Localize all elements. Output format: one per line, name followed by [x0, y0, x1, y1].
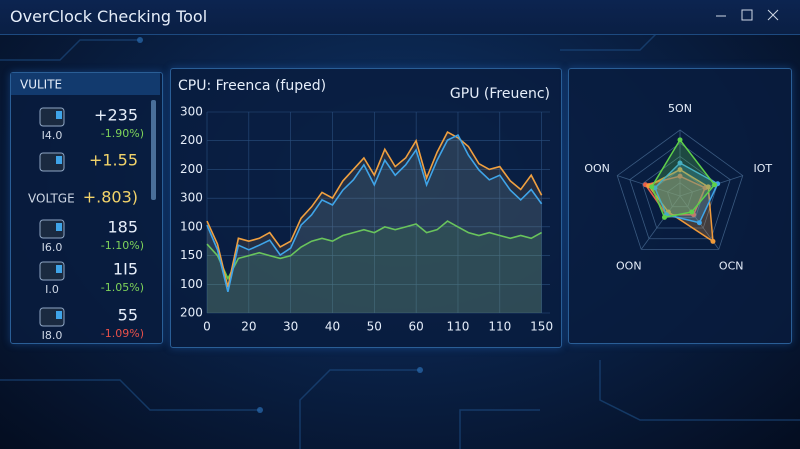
item-value: 55	[118, 306, 138, 325]
section-heading: VOLTGE	[28, 192, 75, 206]
series-line	[206, 131, 543, 288]
radar-spoke	[640, 195, 681, 250]
panel-header	[11, 73, 160, 95]
window-controls	[716, 9, 779, 21]
item-change: -1.05%)	[101, 281, 144, 294]
item-label: I8.0	[42, 329, 63, 342]
radar-point	[677, 137, 683, 143]
device-icon-screen	[56, 311, 62, 319]
radar-panel	[568, 68, 792, 344]
left-panel	[10, 72, 163, 344]
item-value: 1I5	[113, 260, 138, 279]
device-icon-screen	[56, 223, 62, 231]
device-icon-screen	[56, 156, 62, 164]
window-title: OverClock Checking Tool	[10, 7, 208, 26]
radar-ring	[616, 129, 744, 250]
radar-point	[677, 160, 683, 166]
item-change: -1.09%)	[101, 327, 144, 340]
series-line	[206, 133, 543, 292]
x-tick-label: 50	[367, 320, 382, 334]
maximize-button[interactable]	[741, 9, 753, 21]
radar-axis-label: OON	[616, 259, 642, 272]
x-tick-label: 110	[488, 320, 511, 334]
title-bar: OverClock Checking Tool	[0, 0, 800, 35]
radar-axis-label: IOT	[754, 162, 773, 175]
radar-ring	[629, 142, 731, 240]
item-value: 185	[107, 218, 138, 237]
item-label: I.0	[45, 283, 59, 296]
radar-point	[677, 173, 683, 179]
series-line	[206, 220, 542, 281]
radar-point	[696, 220, 702, 226]
x-tick-label: 20	[241, 320, 256, 334]
line-panel	[170, 68, 562, 348]
y-tick-label: 100	[180, 277, 203, 291]
device-icon-screen	[56, 111, 62, 119]
y-tick-label: 200	[180, 133, 203, 147]
y-tick-label: 100	[180, 219, 203, 233]
item-change: -1.90%)	[101, 127, 144, 140]
close-button[interactable]	[767, 9, 779, 21]
item-value: +.803)	[83, 188, 138, 207]
x-tick-label: 30	[283, 320, 298, 334]
radar-series	[650, 138, 716, 219]
radar-axis-label: 5ON	[668, 102, 692, 115]
radar-spoke	[679, 175, 743, 197]
item-label: I6.0	[42, 241, 63, 254]
panel-title: VULITE	[20, 78, 62, 92]
radar-point	[649, 184, 655, 190]
radar-ring	[666, 182, 694, 208]
series-area	[207, 132, 542, 313]
radar-ring	[641, 155, 719, 229]
y-tick-label: 300	[180, 191, 203, 205]
radar-axis-label: OCN	[719, 259, 744, 272]
y-tick-label: 200	[180, 162, 203, 176]
chart-annotation: GPU (Freuenc)	[450, 86, 550, 102]
item-change: -1.10%)	[101, 239, 144, 252]
x-tick-label: 0	[203, 320, 211, 334]
scrollbar[interactable]	[151, 100, 156, 200]
device-icon-screen	[56, 265, 62, 273]
series-area	[207, 221, 542, 313]
radar-point	[710, 238, 716, 244]
x-tick-label: 110	[447, 320, 470, 334]
y-tick-label: 200	[180, 306, 203, 320]
x-tick-label: 150	[530, 320, 553, 334]
chart-title: CPU: Freenca (fuped)	[178, 78, 326, 94]
radar-point	[705, 184, 711, 190]
item-value: +1.55	[89, 151, 138, 170]
radar-point	[677, 167, 683, 173]
series-area	[207, 135, 542, 313]
radar-point	[689, 209, 695, 215]
radar-point	[661, 214, 667, 220]
x-tick-label: 40	[325, 320, 340, 334]
y-tick-label: 300	[180, 105, 203, 119]
radar-axis-label: OON	[584, 162, 610, 175]
item-label: I4.0	[42, 129, 63, 142]
x-tick-label: 60	[409, 320, 424, 334]
y-tick-label: 150	[180, 248, 203, 262]
item-value: +235	[94, 106, 138, 125]
radar-point	[712, 182, 718, 188]
